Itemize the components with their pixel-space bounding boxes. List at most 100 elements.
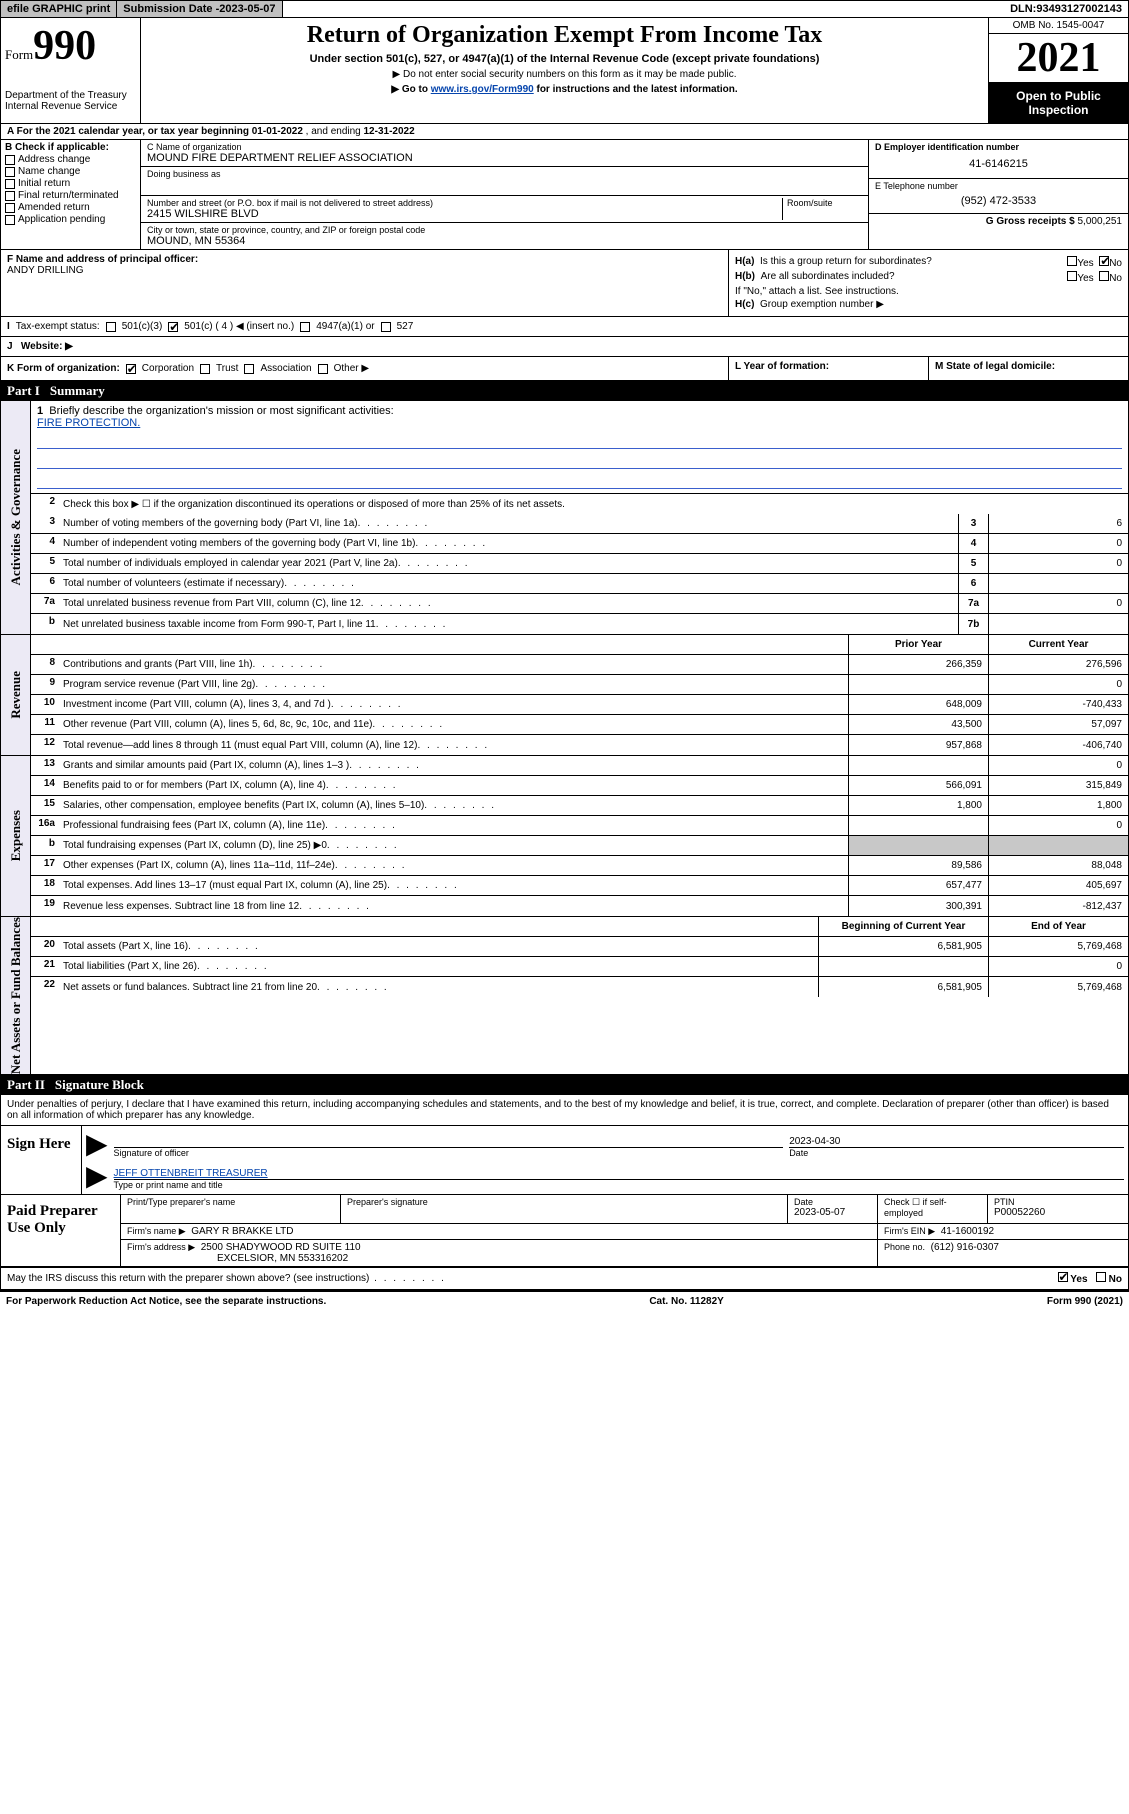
cb-corporation[interactable]	[126, 364, 136, 374]
city-label: City or town, state or province, country…	[147, 225, 862, 235]
form-990-page: efile GRAPHIC print Submission Date - 20…	[0, 0, 1129, 1290]
form-subtitle: Under section 501(c), 527, or 4947(a)(1)…	[145, 53, 984, 65]
irs-form990-link[interactable]: www.irs.gov/Form990	[431, 84, 534, 95]
cb-4947[interactable]	[300, 322, 310, 332]
cb-association[interactable]	[244, 364, 254, 374]
paid-preparer-row: Paid Preparer Use Only Print/Type prepar…	[1, 1195, 1128, 1267]
j-text: Website: ▶	[21, 341, 73, 352]
signature-intro: Under penalties of perjury, I declare th…	[1, 1095, 1128, 1126]
h-b-note: If "No," attach a list. See instructions…	[735, 286, 1122, 297]
dba-value	[147, 179, 862, 193]
rev-row-11: 11 Other revenue (Part VIII, column (A),…	[31, 715, 1128, 735]
dba-cell: Doing business as	[141, 167, 868, 196]
line-a-prefix: A For the 2021 calendar year, or tax yea…	[7, 126, 252, 137]
ha-yes-checkbox[interactable]	[1067, 256, 1077, 266]
summary-governance: Activities & Governance 1 Briefly descri…	[1, 401, 1128, 635]
open-to-public: Open to Public Inspection	[989, 83, 1128, 123]
note2-suffix: for instructions and the latest informat…	[534, 84, 738, 95]
sig-date-label: Date	[789, 1148, 1124, 1158]
ptin-value: P00052260	[994, 1207, 1122, 1218]
city-cell: City or town, state or province, country…	[141, 223, 868, 249]
governance-rows: 1 Briefly describe the organization's mi…	[31, 401, 1128, 634]
cb-trust[interactable]	[200, 364, 210, 374]
cb-name-change[interactable]: Name change	[5, 166, 136, 177]
exp-row-16a: 16a Professional fundraising fees (Part …	[31, 816, 1128, 836]
rev-row-9: 9 Program service revenue (Part VIII, li…	[31, 675, 1128, 695]
form-word: Form	[5, 47, 33, 62]
gross-label: G Gross receipts $	[986, 216, 1078, 227]
gov-row-5: 5 Total number of individuals employed i…	[31, 554, 1128, 574]
cb-address-change[interactable]: Address change	[5, 154, 136, 165]
firm-name-row: Firm's name ▶ GARY R BRAKKE LTD Firm's E…	[121, 1224, 1128, 1240]
page-footer: For Paperwork Reduction Act Notice, see …	[0, 1290, 1129, 1311]
column-c-org-info: C Name of organization MOUND FIRE DEPART…	[141, 140, 868, 249]
firm-ein-value: 41-1600192	[941, 1226, 994, 1237]
expense-rows: 13 Grants and similar amounts paid (Part…	[31, 756, 1128, 916]
summary-expenses: Expenses 13 Grants and similar amounts p…	[1, 756, 1128, 917]
officer-label: F Name and address of principal officer:	[7, 254, 722, 265]
rev-row-12: 12 Total revenue—add lines 8 through 11 …	[31, 735, 1128, 755]
cb-501c[interactable]	[168, 322, 178, 332]
officer-signature-line[interactable]	[114, 1130, 784, 1148]
year-of-formation: L Year of formation:	[728, 357, 928, 380]
summary-net-assets: Net Assets or Fund Balances Beginning of…	[1, 917, 1128, 1075]
city-value: MOUND, MN 55364	[147, 235, 862, 247]
cb-final-return[interactable]: Final return/terminated	[5, 190, 136, 201]
dba-label: Doing business as	[147, 169, 862, 179]
dln-cell: DLN: 93493127002143	[1004, 1, 1128, 17]
footer-no-checkbox[interactable]	[1096, 1272, 1106, 1282]
firm-address-row: Firm's address ▶ 2500 SHADYWOOD RD SUITE…	[121, 1240, 1128, 1266]
section-h-group: H(a) Is this a group return for subordin…	[728, 250, 1128, 316]
gross-value: 5,000,251	[1078, 216, 1123, 227]
officer-name-sublabel: Type or print name and title	[114, 1180, 1124, 1190]
submission-date-cell: Submission Date - 2023-05-07	[117, 1, 282, 17]
cb-initial-return[interactable]: Initial return	[5, 178, 136, 189]
net-row-20: 20 Total assets (Part X, line 16) 6,581,…	[31, 937, 1128, 957]
gov-row-b: b Net unrelated business taxable income …	[31, 614, 1128, 634]
cb-other[interactable]	[318, 364, 328, 374]
gov-row-4: 4 Number of independent voting members o…	[31, 534, 1128, 554]
form-note-1: ▶ Do not enter social security numbers o…	[145, 69, 984, 80]
sign-here-body: ▶ Signature of officer 2023-04-30 Date ▶…	[81, 1126, 1128, 1194]
prep-self-employed: Check ☐ if self-employed	[884, 1197, 981, 1218]
mission-link[interactable]: FIRE PROTECTION.	[37, 417, 140, 429]
ein-cell: D Employer identification number 41-6146…	[869, 140, 1128, 179]
gov-row-7a: 7a Total unrelated business revenue from…	[31, 594, 1128, 614]
summary-revenue: Revenue Prior Year Current Year 8 Contri…	[1, 635, 1128, 756]
officer-name-link[interactable]: JEFF OTTENBREIT TREASURER	[114, 1168, 268, 1179]
prep-date-value: 2023-05-07	[794, 1207, 871, 1218]
vtab-expenses: Expenses	[1, 756, 31, 916]
preparer-top-row: Print/Type preparer's name Preparer's si…	[121, 1195, 1128, 1224]
exp-row-15: 15 Salaries, other compensation, employe…	[31, 796, 1128, 816]
efile-print-button[interactable]: efile GRAPHIC print	[1, 1, 117, 17]
cb-application-pending[interactable]: Application pending	[5, 214, 136, 225]
part-1-header: Part I Summary	[1, 381, 1128, 401]
cb-527[interactable]	[381, 322, 391, 332]
prep-name-label: Print/Type preparer's name	[127, 1197, 334, 1207]
firm-addr-label: Firm's address ▶	[127, 1242, 195, 1252]
note2-prefix: ▶ Go to	[391, 84, 430, 95]
exp-row-19: 19 Revenue less expenses. Subtract line …	[31, 896, 1128, 916]
hb-yes-checkbox[interactable]	[1067, 271, 1077, 281]
cb-501c3[interactable]	[106, 322, 116, 332]
ha-no-checkbox[interactable]	[1099, 256, 1109, 266]
form-of-org: K Form of organization: Corporation Trus…	[1, 357, 728, 380]
sig-date-value: 2023-04-30	[789, 1130, 1124, 1148]
footer-pra: For Paperwork Reduction Act Notice, see …	[6, 1296, 326, 1307]
form-header: Form990 Department of the Treasury Inter…	[1, 18, 1128, 124]
exp-row-14: 14 Benefits paid to or for members (Part…	[31, 776, 1128, 796]
rev-row-8: 8 Contributions and grants (Part VIII, l…	[31, 655, 1128, 675]
part-1-title: Summary	[50, 383, 105, 399]
cb-amended-return[interactable]: Amended return	[5, 202, 136, 213]
rev-row-10: 10 Investment income (Part VIII, column …	[31, 695, 1128, 715]
ein-label: D Employer identification number	[875, 142, 1122, 152]
revenue-header-row: Prior Year Current Year	[31, 635, 1128, 655]
footer-yes-checkbox[interactable]	[1058, 1272, 1068, 1282]
section-b-through-g: B Check if applicable: Address change Na…	[1, 140, 1128, 250]
firm-name-value: GARY R BRAKKE LTD	[191, 1226, 293, 1237]
officer-name-line: JEFF OTTENBREIT TREASURER	[114, 1162, 1124, 1180]
h-b-line: H(b) Are all subordinates included? Yes …	[735, 271, 1122, 284]
org-name-cell: C Name of organization MOUND FIRE DEPART…	[141, 140, 868, 167]
h-c-line: H(c) Group exemption number ▶	[735, 299, 1122, 310]
hb-no-checkbox[interactable]	[1099, 271, 1109, 281]
